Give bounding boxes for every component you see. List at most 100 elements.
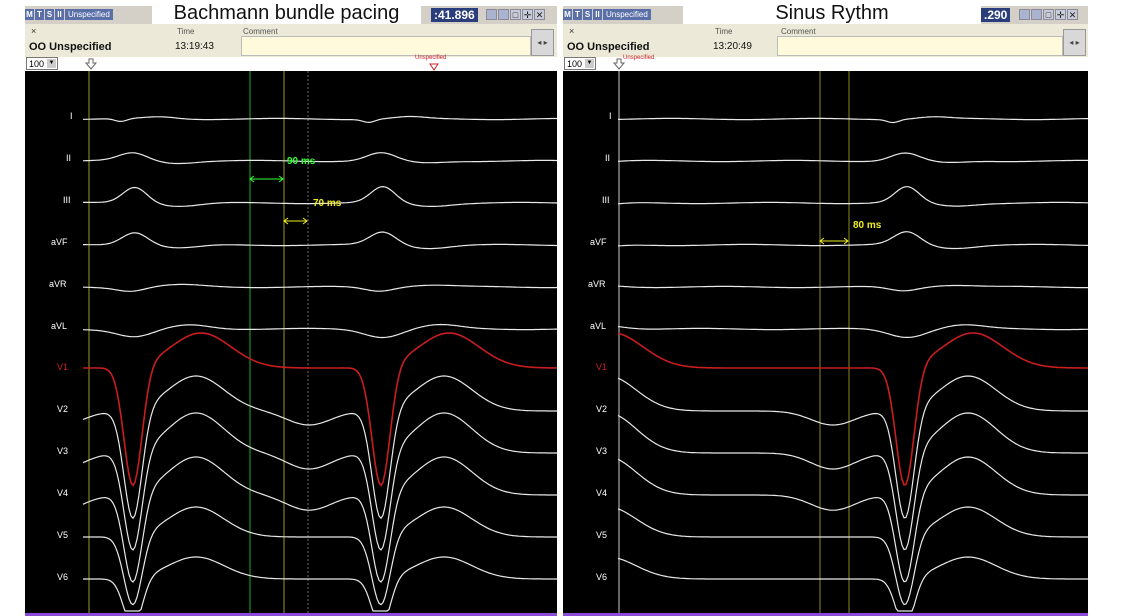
zoom-value: 100	[29, 59, 45, 69]
caliper-arrow-icon	[283, 217, 308, 225]
measurement-70ms: 70 ms	[313, 198, 342, 209]
move-icon[interactable]: ✛	[522, 9, 533, 20]
trace-lead-v4	[617, 456, 1088, 583]
tab-button-ii[interactable]: II	[55, 9, 64, 20]
zoom-select[interactable]: 100 ▼	[564, 57, 596, 70]
lead-label-avf: aVF	[51, 237, 68, 247]
measurement-90ms: 90 ms	[287, 156, 316, 167]
trace-lead-v6	[617, 556, 1088, 612]
panel-title: Sinus Rythm	[683, 0, 981, 26]
scroll-arrows[interactable]: ◂ ▸	[531, 29, 554, 56]
trace-lead-i	[618, 116, 1088, 124]
zoom-row: 100 ▼ Unspecified	[563, 55, 1088, 71]
timeline-bar[interactable]	[25, 613, 557, 616]
time-header: Time	[177, 27, 195, 36]
trace-lead-v1	[617, 332, 1088, 486]
lead-label-v6: V6	[57, 572, 69, 582]
time-badge: .290	[981, 8, 1011, 22]
lead-label-i: I	[609, 111, 612, 121]
caliper-arrow-icon	[819, 237, 849, 245]
comment-header: Comment	[243, 27, 278, 36]
trace-lead-v4	[82, 456, 557, 583]
lead-label-avl: aVL	[590, 321, 607, 331]
ecg-trace-area[interactable]: I II III aVF aVR aVL V1 V2 V3 V4 V5 V6 8…	[563, 71, 1088, 616]
lead-label-avr: aVR	[588, 279, 606, 289]
lead-label-v2: V2	[57, 404, 69, 414]
event-marker-label: Unspecified	[623, 55, 655, 61]
lead-label-v5: V5	[596, 530, 608, 540]
tab-button-t[interactable]: T	[573, 9, 582, 20]
trace-lead-avf	[83, 231, 557, 250]
ecg-trace-area[interactable]: I II III aVF aVR aVL V1 V2 V3 V4 V5 V6 9…	[25, 71, 557, 616]
tab-button-s[interactable]: S	[45, 9, 54, 20]
arrow-button[interactable]	[498, 9, 509, 20]
zoom-select[interactable]: 100 ▼	[26, 57, 58, 70]
caliper-arrow-icon	[249, 175, 284, 183]
chevron-down-icon: ▼	[47, 59, 56, 68]
tab-button-ii[interactable]: II	[593, 9, 602, 20]
tab-button-s[interactable]: S	[583, 9, 592, 20]
time-header: Time	[715, 27, 733, 36]
trace-lead-ii	[82, 152, 557, 165]
tab-label[interactable]: Unspecified	[65, 9, 113, 20]
comment-field[interactable]	[241, 36, 531, 56]
info-row: × OO Unspecified Time 13:19:43 Comment ◂…	[25, 24, 557, 57]
maximize-icon[interactable]: □	[1043, 9, 1054, 20]
trace-lead-avr	[617, 284, 1088, 292]
lead-label-avr: aVR	[49, 279, 67, 289]
maximize-icon[interactable]: □	[510, 9, 521, 20]
info-row: × OO Unspecified Time 13:20:49 Comment ◂…	[563, 24, 1088, 57]
trace-lead-v6	[83, 556, 557, 612]
zoom-value: 100	[567, 59, 583, 69]
lead-label-v2: V2	[596, 404, 608, 414]
lead-label-iii: III	[63, 195, 71, 205]
trace-lead-avl	[82, 323, 557, 339]
right-recording-window: M T S II Unspecified Sinus Rythm .290 □ …	[563, 0, 1088, 616]
trace-lead-v5	[83, 506, 557, 606]
time-value: 13:19:43	[175, 41, 214, 52]
trace-lead-avl	[617, 324, 1088, 338]
tab-button-t[interactable]: T	[35, 9, 44, 20]
comment-field[interactable]	[777, 36, 1063, 56]
close-icon[interactable]: ✕	[534, 9, 545, 20]
close-x-icon[interactable]: ×	[31, 26, 37, 36]
lead-label-v6: V6	[596, 572, 608, 582]
arrow-button[interactable]	[486, 9, 497, 20]
trace-lead-v3	[617, 412, 1088, 551]
trace-lead-v3	[82, 412, 557, 551]
lead-label-v4: V4	[57, 488, 69, 498]
tab-button-m[interactable]: M	[25, 9, 34, 20]
trace-lead-v2	[82, 375, 557, 520]
tab-button-m[interactable]: M	[563, 9, 572, 20]
window-title-bar: M T S II Unspecified Sinus Rythm .290 □ …	[563, 0, 1088, 26]
description: OO Unspecified	[567, 41, 650, 53]
timeline-bar[interactable]	[563, 613, 1088, 616]
trace-lead-v5	[617, 506, 1088, 606]
description: OO Unspecified	[29, 41, 112, 53]
ecg-traces	[82, 71, 557, 616]
trace-lead-v2	[617, 375, 1088, 519]
event-marker-icon[interactable]	[429, 63, 439, 71]
marker-arrow-icon[interactable]	[85, 58, 97, 70]
marker-arrow-icon[interactable]	[613, 58, 625, 70]
trace-lead-iii	[617, 186, 1088, 207]
arrow-button[interactable]	[1019, 9, 1030, 20]
time-value: 13:20:49	[713, 41, 752, 52]
time-badge: :41.896	[431, 8, 478, 22]
move-icon[interactable]: ✛	[1055, 9, 1066, 20]
lead-label-avl: aVL	[51, 321, 68, 331]
zoom-row: 100 ▼ Unspecified	[25, 55, 557, 71]
lead-label-v3: V3	[596, 446, 608, 456]
trace-lead-ii	[617, 152, 1088, 163]
comment-header: Comment	[781, 27, 816, 36]
trace-lead-avr	[83, 283, 557, 292]
close-icon[interactable]: ✕	[1067, 9, 1078, 20]
arrow-button[interactable]	[1031, 9, 1042, 20]
lead-label-v4: V4	[596, 488, 608, 498]
ecg-traces	[617, 71, 1088, 616]
scroll-arrows[interactable]: ◂ ▸	[1063, 29, 1086, 56]
window-title-bar: M T S II Unspecified Bachmann bundle pac…	[25, 0, 557, 26]
measurement-80ms: 80 ms	[853, 220, 882, 231]
tab-label[interactable]: Unspecified	[603, 9, 651, 20]
close-x-icon[interactable]: ×	[569, 26, 575, 36]
